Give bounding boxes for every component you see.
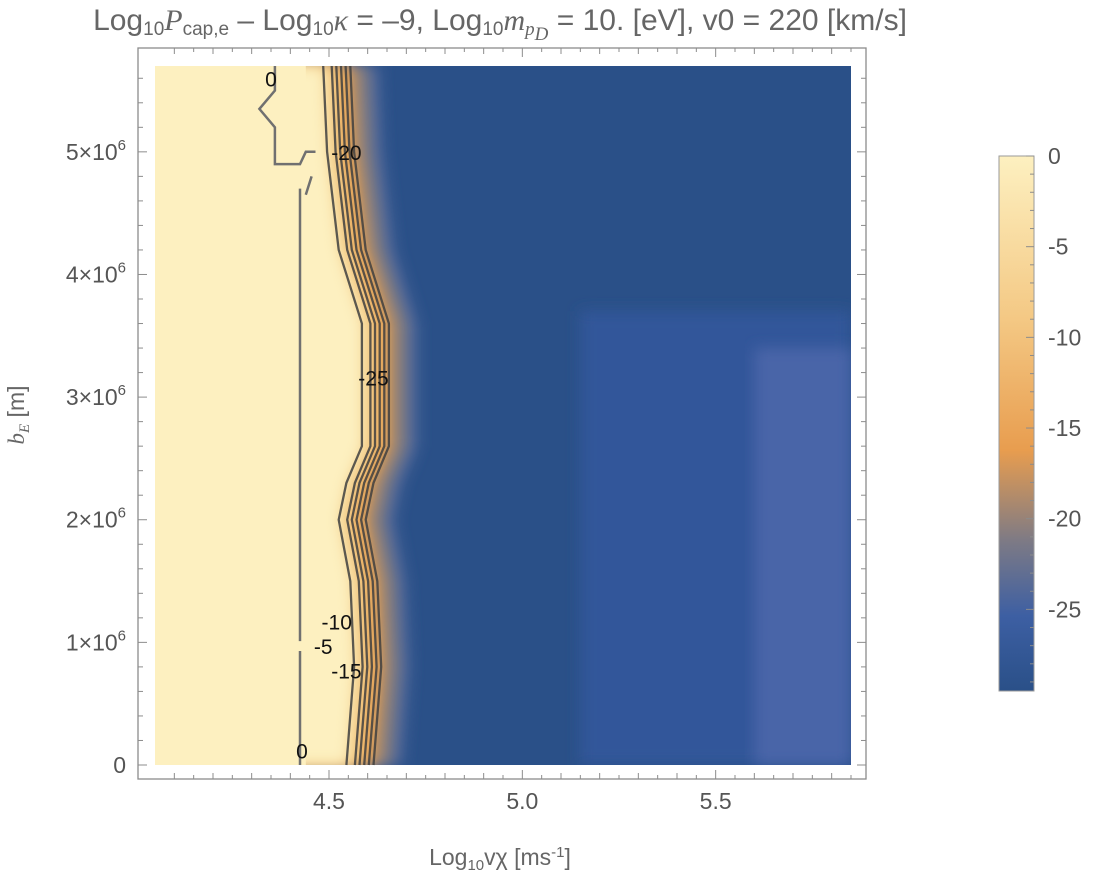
colorbar-tick-label: -20 (1048, 506, 1081, 532)
colorbar-tick-label: 0 (1048, 143, 1061, 169)
x-tick-label: 5.5 (700, 788, 732, 814)
y-tick-label: 5×106 (66, 137, 126, 165)
y-tick-label: 2×106 (66, 505, 126, 533)
colorbar-tick-label: -10 (1048, 324, 1081, 350)
frame-border (137, 47, 867, 780)
contour-label: -25 (358, 367, 388, 390)
colorbar-tick-label: -15 (1048, 415, 1081, 441)
contour-line (349, 65, 391, 766)
y-tick-label: 3×106 (66, 382, 126, 410)
heatmap-region-cream (155, 66, 306, 765)
y-tick-label: 4×106 (66, 259, 126, 287)
contour-line-zero (257, 66, 316, 765)
heatmap-fill (155, 66, 851, 765)
chart-title: Log10Pcap,e – Log10κ = –9, Log10mpD = 10… (93, 4, 907, 45)
x-tick-label: 4.5 (313, 788, 345, 814)
contour-line (339, 65, 381, 766)
y-tick-label: 0 (113, 752, 126, 778)
colorbar-bar (998, 155, 1035, 692)
x-tick-label: 5.0 (506, 788, 538, 814)
colorbar: 0 -5 -10 -15 -20 -25 (998, 143, 1081, 692)
contour-line (335, 65, 377, 766)
plot-frame (137, 47, 867, 780)
y-axis: 0 1×106 2×106 3×106 4×106 5×106 (66, 77, 866, 778)
contour-label: -5 (314, 636, 333, 659)
y-axis-title: bE [m] (3, 385, 33, 444)
y-tick-label: 1×106 (66, 627, 126, 655)
contour-label: 0 (296, 740, 308, 763)
contour-line (330, 65, 372, 766)
heatmap-region-lightblue-edge (754, 348, 851, 765)
colorbar-tick-label: -25 (1048, 596, 1081, 622)
colorbar-tick-label: -5 (1048, 234, 1068, 260)
contour-labels: 0 -20 -25 -10-5-15 0 (265, 68, 388, 763)
contour-label: 0 (265, 68, 277, 91)
contour-label: -20 (331, 142, 361, 165)
contour-label: -15 (331, 661, 361, 684)
plot-area (155, 66, 851, 765)
x-axis: 4.5 5.0 5.5 (173, 48, 852, 814)
contour-lines (257, 65, 391, 766)
x-axis-title: Log10vχ [ms-1] (429, 844, 571, 874)
contour-line (344, 65, 386, 766)
contour-line (322, 65, 364, 766)
contour-label: -10 (322, 612, 352, 635)
